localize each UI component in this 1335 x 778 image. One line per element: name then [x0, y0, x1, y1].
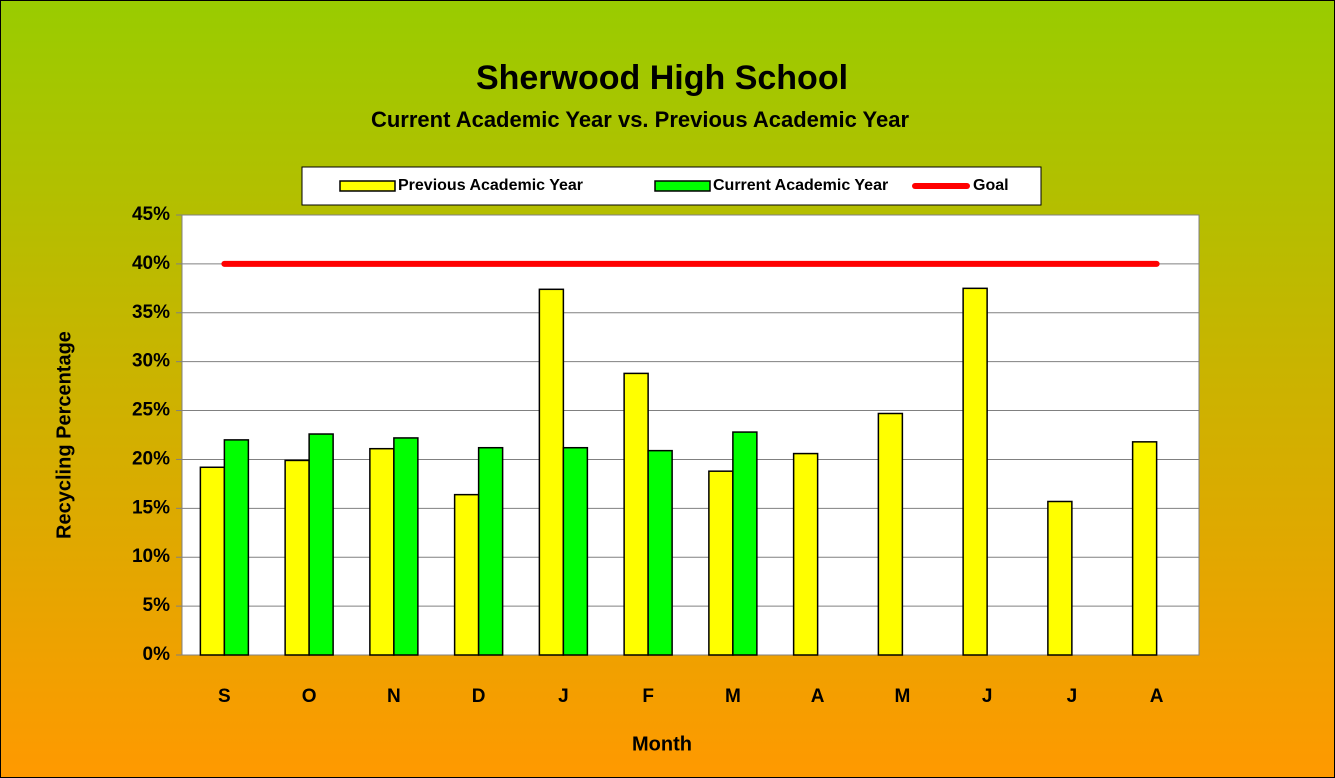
y-tick-label: 20%	[132, 448, 170, 469]
x-tick-label: O	[302, 686, 317, 707]
y-tick-label: 40%	[132, 253, 170, 274]
plot-area	[181, 214, 1200, 656]
chart-title: Sherwood High School	[476, 59, 848, 97]
chart-subtitle: Current Academic Year vs. Previous Acade…	[371, 107, 910, 132]
y-tick-label: 30%	[132, 351, 170, 372]
x-tick-label: A	[811, 686, 825, 707]
bar	[308, 433, 334, 656]
legend-label: Goal	[973, 177, 1009, 194]
x-tick-label: M	[894, 686, 910, 707]
y-tick-label: 10%	[132, 546, 170, 567]
bar	[647, 449, 673, 656]
legend-swatch	[339, 180, 396, 192]
bar	[393, 437, 419, 656]
x-tick-label: S	[218, 686, 231, 707]
y-tick-label: 35%	[132, 302, 170, 323]
x-tick-label: M	[725, 686, 741, 707]
bar	[453, 493, 480, 656]
bar	[708, 470, 734, 656]
bar	[199, 466, 226, 656]
y-tick-label: 0%	[143, 644, 171, 665]
bar	[369, 447, 395, 656]
x-tick-label: J	[558, 686, 569, 707]
y-tick-label: 25%	[132, 400, 170, 421]
bar	[538, 288, 565, 656]
bar	[1131, 441, 1158, 656]
x-tick-label: J	[982, 686, 993, 707]
bar	[623, 372, 649, 656]
bar	[562, 446, 589, 656]
y-tick-label: 45%	[132, 204, 170, 225]
x-tick-label: J	[1067, 686, 1078, 707]
x-tick-label: A	[1150, 686, 1164, 707]
bar	[732, 431, 758, 656]
x-tick-label: F	[642, 686, 654, 707]
y-tick-label: 15%	[132, 497, 170, 518]
y-axis-title: Recycling Percentage	[53, 331, 75, 539]
x-tick-label: N	[387, 686, 401, 707]
bar	[223, 439, 250, 656]
bar	[477, 446, 504, 656]
bar	[792, 452, 819, 656]
legend-swatch	[654, 180, 711, 192]
legend-label: Current Academic Year	[713, 177, 888, 194]
bar	[284, 459, 310, 656]
bar	[962, 287, 988, 656]
bar	[1047, 500, 1073, 656]
bar	[877, 412, 904, 656]
x-axis-title: Month	[632, 733, 692, 755]
legend-label: Previous Academic Year	[398, 177, 583, 194]
x-tick-label: D	[472, 686, 486, 707]
y-tick-label: 5%	[143, 595, 171, 616]
